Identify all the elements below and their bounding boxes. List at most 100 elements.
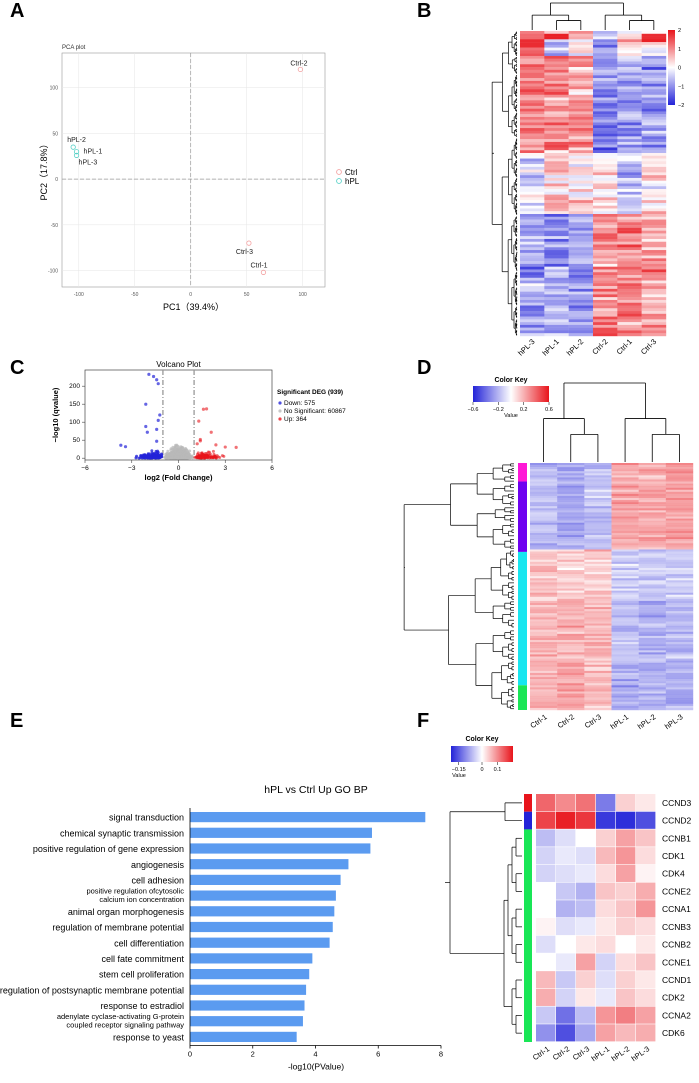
heatmap-cell <box>617 250 642 254</box>
heatmap-cell <box>617 222 642 226</box>
heatmap-cell <box>641 50 667 54</box>
go-category-label: cell fate commitment <box>101 954 184 964</box>
heatmap-cell <box>617 208 642 212</box>
heatmap-cell <box>616 935 636 953</box>
heatmap-cell <box>568 183 594 187</box>
heatmap-cell <box>530 485 558 488</box>
heatmap-cell <box>568 200 594 204</box>
heatmap-cell <box>611 535 639 538</box>
heatmap-cell <box>584 479 612 482</box>
heatmap-cell <box>584 675 612 678</box>
heatmap-cell <box>665 675 694 678</box>
heatmap-d-color-key-tick-label: 0.2 <box>520 407 528 413</box>
heatmap-cell <box>593 277 618 281</box>
volcano-legend-label: Down: 575 <box>284 400 315 407</box>
heatmap-cell <box>557 600 585 604</box>
heatmap-cell <box>576 847 596 865</box>
heatmap-cell <box>584 483 612 486</box>
heatmap-cell <box>611 681 639 684</box>
heatmap-cell <box>611 668 639 672</box>
heatmap-cell <box>520 299 545 303</box>
heatmap-cell <box>617 299 642 303</box>
heatmap-cell <box>611 473 639 476</box>
heatmap-cell <box>665 613 694 616</box>
heatmap-cell <box>557 491 585 495</box>
heatmap-b-color-tick: −2 <box>678 103 684 109</box>
heatmap-cell <box>530 594 558 597</box>
heatmap-cell <box>596 1006 616 1024</box>
heatmap-cell <box>638 703 667 707</box>
heatmap-cell <box>544 275 569 278</box>
heatmap-cell <box>638 489 667 493</box>
heatmap-cell <box>584 611 612 614</box>
heatmap-cell <box>530 635 558 639</box>
heatmap-cell <box>557 656 585 659</box>
heatmap-cell <box>665 677 694 680</box>
heatmap-cell <box>544 33 569 37</box>
heatmap-cell <box>641 277 667 281</box>
heatmap-cell <box>530 535 558 538</box>
heatmap-f-color-key-tick-label: 0 <box>480 767 483 773</box>
heatmap-cell <box>596 918 616 936</box>
heatmap-cell <box>568 36 594 40</box>
heatmap-cell <box>617 186 642 190</box>
heatmap-cell <box>638 670 667 674</box>
heatmap-cell <box>584 545 612 548</box>
heatmap-cell <box>611 625 639 628</box>
heatmap-cell <box>611 588 639 591</box>
heatmap-cell <box>665 467 694 470</box>
heatmap-cell <box>641 189 667 193</box>
heatmap-cell <box>638 547 667 550</box>
volcano-point-ns <box>174 455 178 458</box>
heatmap-cell <box>544 153 569 156</box>
pca-y-tick-label: -50 <box>51 223 58 229</box>
heatmap-cell <box>584 563 612 567</box>
heatmap-cell <box>611 633 639 637</box>
heatmap-cell <box>665 596 694 600</box>
heatmap-cell <box>520 180 545 184</box>
heatmap-cell <box>617 36 642 40</box>
heatmap-cell <box>584 559 612 562</box>
heatmap-cell <box>520 219 545 223</box>
heatmap-cell <box>593 197 618 201</box>
heatmap-f-row-label: CCNE1 <box>662 957 691 967</box>
heatmap-cell <box>584 617 612 620</box>
heatmap-cell <box>593 42 618 46</box>
heatmap-cell <box>584 555 612 558</box>
heatmap-cell <box>557 631 585 635</box>
heatmap-cell <box>520 250 545 254</box>
heatmap-cell <box>530 619 558 622</box>
heatmap-cell <box>593 58 618 62</box>
heatmap-cell <box>617 216 642 220</box>
heatmap-cell <box>617 197 642 201</box>
heatmap-cell <box>638 475 667 478</box>
heatmap-cell <box>568 244 594 248</box>
heatmap-cell <box>520 175 545 179</box>
heatmap-cell <box>568 327 594 331</box>
heatmap-cell <box>641 261 667 265</box>
heatmap-d-color-key-title: Color Key <box>494 377 527 384</box>
heatmap-cell <box>617 133 642 137</box>
heatmap-b-column-label: Ctrl-1 <box>615 337 634 356</box>
heatmap-cell <box>568 78 594 82</box>
heatmap-cell <box>544 238 569 242</box>
heatmap-cell <box>617 230 642 234</box>
heatmap-cell <box>593 250 618 254</box>
heatmap-cell <box>638 567 667 571</box>
heatmap-cell <box>544 272 569 276</box>
heatmap-cell <box>530 605 558 608</box>
heatmap-cell <box>520 139 545 143</box>
heatmap-cell <box>544 119 569 123</box>
heatmap-cell <box>617 236 642 240</box>
heatmap-cell <box>557 528 585 532</box>
heatmap-cell <box>638 510 667 513</box>
heatmap-cell <box>557 662 585 665</box>
heatmap-cell <box>584 526 612 530</box>
heatmap-cell <box>596 829 616 847</box>
heatmap-cell <box>636 811 656 829</box>
heatmap-cell <box>568 225 594 229</box>
heatmap-cell <box>544 105 569 109</box>
go-x-axis-label: -log10(PValue) <box>288 1062 344 1072</box>
heatmap-cell <box>611 658 639 661</box>
heatmap-cell <box>641 233 667 237</box>
